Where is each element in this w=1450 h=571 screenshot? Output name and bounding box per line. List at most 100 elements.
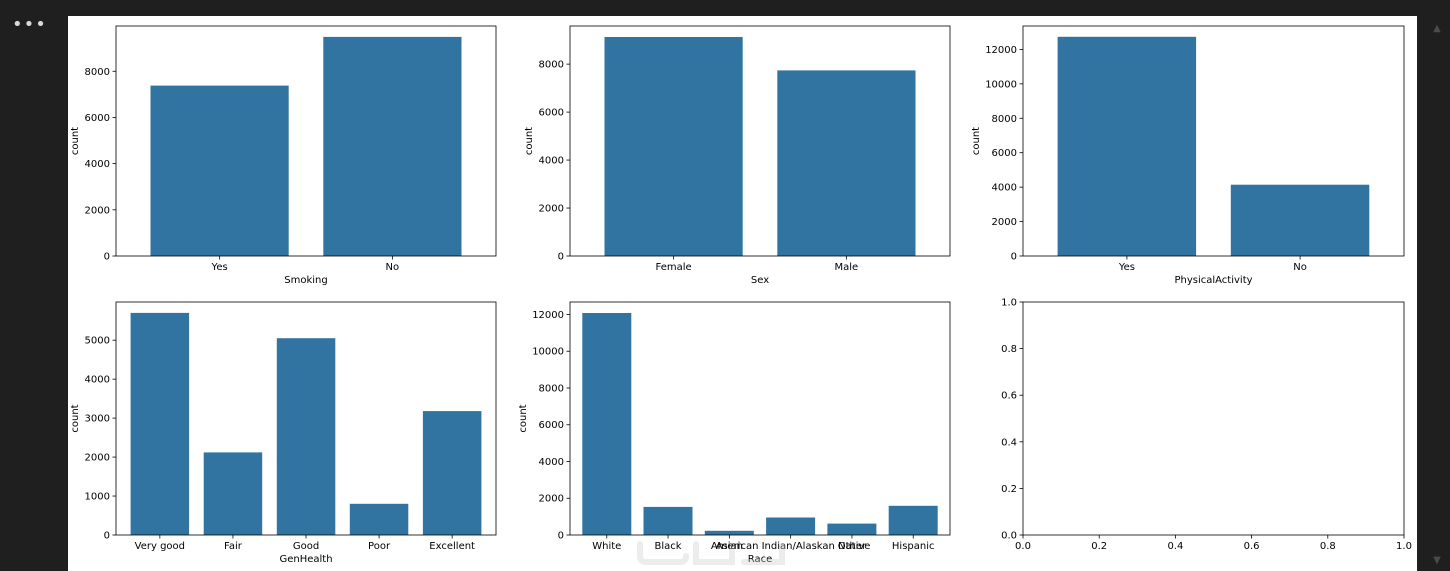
bar-other (827, 523, 877, 535)
y-tick-label: 0 (104, 252, 110, 263)
y-tick-label: 4000 (539, 156, 564, 167)
y-tick-label: 0 (104, 531, 110, 542)
bar-fair (203, 452, 263, 535)
y-tick-label: 3000 (85, 414, 110, 425)
y-axis-label: count (524, 127, 535, 155)
y-tick-label: 2000 (539, 204, 564, 215)
cell-output-figure: Yes No 0 2000 4000 6000 8000 Smoking count Female… (68, 16, 1417, 571)
bar-no (1230, 184, 1370, 256)
axes-frame (1022, 25, 1405, 257)
x-tick-label: White (592, 541, 621, 552)
y-tick-label: 2000 (539, 494, 564, 505)
x-tick-label: Black (655, 541, 682, 552)
axes-frame (115, 301, 497, 536)
x-tick-label: 0.0 (1015, 541, 1031, 552)
y-tick-label: 1000 (85, 492, 110, 503)
y-axis-label: count (70, 404, 81, 432)
y-tick-label: 8000 (539, 383, 564, 394)
x-tick-label: No (1293, 262, 1307, 273)
y-axis-label: count (971, 127, 982, 155)
y-tick-label: 4000 (539, 457, 564, 468)
watermark-logo (637, 541, 785, 565)
x-tick-label: Fair (224, 541, 243, 552)
axes-frame (115, 25, 497, 257)
y-tick-label: 2000 (85, 205, 110, 216)
y-tick-label: 0.8 (1001, 344, 1017, 355)
y-tick-label: 12000 (985, 45, 1017, 56)
bar-white (582, 313, 632, 535)
y-tick-label: 4000 (85, 375, 110, 386)
bar-hispanic (888, 505, 938, 535)
x-axis-label: Smoking (284, 275, 327, 286)
x-axis-label: Sex (751, 275, 769, 286)
x-tick-label: Asian (716, 541, 743, 552)
axes-frame (569, 25, 951, 257)
y-tick-label: 8000 (992, 114, 1017, 125)
x-tick-label: Excellent (429, 541, 475, 552)
y-tick-label: 0.2 (1001, 484, 1017, 495)
x-tick-label: 0.4 (1167, 541, 1183, 552)
bar-excellent (422, 411, 482, 535)
x-tick-label: American Indian/Alaskan Native (711, 541, 871, 552)
x-axis-label: Race (748, 554, 773, 565)
bar-no (323, 36, 462, 257)
y-tick-label: 0 (1011, 252, 1017, 263)
bar-asian (704, 530, 754, 535)
cell-menu-icon[interactable]: ••• (12, 14, 47, 35)
bar-female (604, 37, 743, 256)
y-tick-label: 8000 (85, 67, 110, 78)
x-tick-label: Yes (211, 262, 228, 273)
y-tick-label: 6000 (539, 420, 564, 431)
x-tick-label: Yes (1118, 262, 1135, 273)
y-tick-label: 6000 (85, 113, 110, 124)
bar-good (276, 338, 336, 535)
x-tick-label: Poor (368, 541, 391, 552)
x-tick-label: 0.2 (1091, 541, 1107, 552)
bar-yes (150, 85, 289, 256)
y-tick-label: 10000 (985, 79, 1017, 90)
x-tick-label: Hispanic (892, 541, 935, 552)
x-tick-label: Very good (135, 541, 185, 552)
y-tick-label: 0.6 (1001, 391, 1017, 402)
bar-yes (1057, 36, 1197, 256)
notebook-top-bar (0, 0, 1450, 16)
subplot-4: Very good Fair Good Poor Excellent 0 1000 2000 3… (70, 301, 497, 565)
bar-black (643, 506, 693, 535)
y-tick-label: 4000 (85, 159, 110, 170)
x-axis-label: GenHealth (279, 554, 332, 565)
axes-frame (1022, 301, 1405, 536)
x-tick-label: Female (656, 262, 692, 273)
y-tick-label: 6000 (992, 148, 1017, 159)
scroll-up-icon[interactable]: ▲ (1433, 23, 1441, 34)
y-tick-label: 0.4 (1001, 437, 1017, 448)
x-tick-label: Good (293, 541, 319, 552)
bar-male (777, 70, 916, 257)
y-axis-label: count (518, 404, 529, 432)
subplot-1: Yes No 0 2000 4000 6000 8000 Smoking count (70, 25, 497, 286)
x-tick-label: 1.0 (1396, 541, 1412, 552)
bar-american-indian-alaskan-native (766, 517, 816, 535)
y-tick-label: 8000 (539, 60, 564, 71)
y-tick-label: 4000 (992, 183, 1017, 194)
y-tick-label: 2000 (992, 217, 1017, 228)
axes-frame (569, 301, 951, 536)
x-tick-label: 0.8 (1320, 541, 1336, 552)
y-tick-label: 12000 (532, 310, 564, 321)
y-tick-label: 6000 (539, 108, 564, 119)
subplot-6: 0.0 0.2 0.4 0.6 0.8 1.0 0.0 0.2 0.4 0.6 0.8 1.0 (1001, 298, 1412, 553)
x-axis-label: PhysicalActivity (1174, 275, 1252, 286)
subplot-3: Yes No 0 2000 4000 6000 8000 10000 12000 Physical… (971, 25, 1405, 286)
subplot-figure: Yes No 0 2000 4000 6000 8000 Smoking count Female… (70, 25, 1412, 565)
bar-very-good (130, 312, 190, 535)
output-scrollbar[interactable] (1427, 16, 1447, 571)
scroll-down-icon[interactable]: ▼ (1433, 555, 1441, 566)
y-tick-label: 2000 (85, 453, 110, 464)
y-tick-label: 10000 (532, 347, 564, 358)
x-tick-label: Other (838, 541, 867, 552)
y-tick-label: 0 (558, 252, 564, 263)
y-tick-label: 5000 (85, 336, 110, 347)
bar-poor (349, 503, 409, 535)
x-tick-label: No (386, 262, 400, 273)
x-tick-label: Male (835, 262, 859, 273)
